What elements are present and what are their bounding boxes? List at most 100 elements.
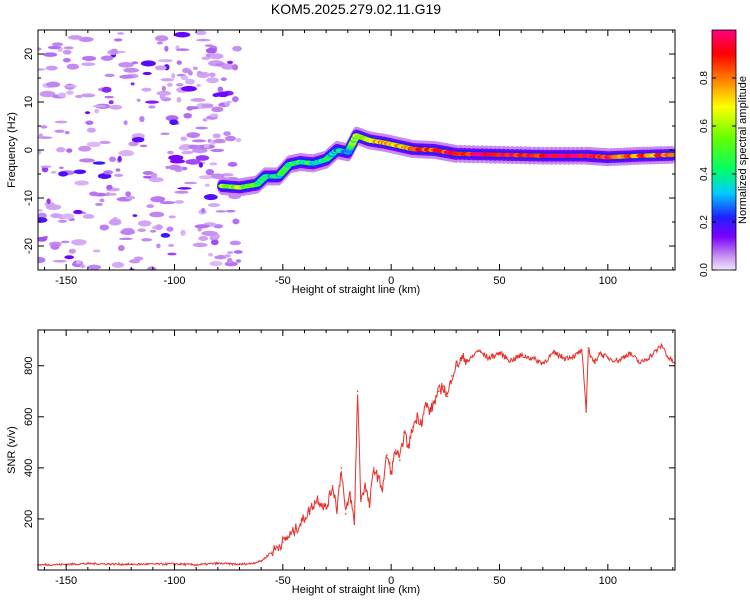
noise-blob [207, 202, 221, 208]
noise-blob [150, 172, 158, 179]
snr-y-tick-label: 600 [23, 408, 35, 426]
snr-point [299, 523, 301, 525]
colorbar-ticks: 0.0 0.2 0.4 0.6 0.8 [699, 71, 736, 277]
noise-blob [52, 260, 68, 263]
noise-blob [38, 47, 42, 51]
noise-blob [58, 166, 64, 170]
noise-blob [131, 61, 139, 65]
snr-point [340, 467, 343, 469]
figure-title: KOM5.2025.279.02.11.G19 [271, 1, 441, 17]
noise-blob [81, 55, 97, 61]
colorbar-tick-label: 0.2 [699, 215, 710, 229]
noise-blob [192, 242, 208, 248]
noise-blob [235, 137, 242, 143]
snr-x-tick-label: 0 [388, 575, 394, 587]
snr-point [581, 349, 583, 352]
noise-blob [204, 183, 211, 187]
snr-point [650, 354, 652, 357]
colorbar-tick-label: 0.8 [699, 71, 710, 85]
snr-point [399, 459, 401, 462]
noise-blob [128, 259, 141, 264]
snr-point [217, 562, 219, 565]
noise-blob [139, 144, 148, 148]
noise-blob [140, 60, 156, 67]
noise-blob [118, 62, 134, 68]
noise-blob [184, 181, 198, 185]
noise-blob [111, 261, 125, 268]
snr-point [594, 362, 596, 364]
noise-blob [145, 100, 160, 104]
snr-panel: -150 -100 -50 0 50 100 200 400 600 800 Height of… [6, 329, 676, 596]
snr-point [552, 352, 555, 354]
noise-blob [209, 261, 223, 267]
snr-point [360, 497, 362, 500]
snr-y-axis: 200 400 600 800 [23, 357, 675, 528]
noise-blob [75, 259, 82, 265]
noise-blob [194, 224, 210, 229]
noise-blob [206, 77, 219, 84]
snr-point [451, 375, 453, 377]
snr-point [407, 446, 410, 449]
noise-blob [232, 64, 239, 71]
noise-blob [117, 245, 125, 252]
noise-blob [114, 173, 124, 177]
ridge-core [667, 152, 675, 158]
snr-point [442, 385, 444, 387]
noise-blob [38, 217, 48, 223]
noise-blob [46, 198, 51, 205]
noise-blob [38, 236, 48, 242]
snr-point [563, 357, 566, 359]
noise-blob [104, 95, 115, 99]
noise-blob [117, 155, 122, 162]
spectrogram-x-tick-label: -150 [55, 275, 77, 287]
noise-blob [130, 82, 135, 86]
noise-blob [88, 191, 99, 197]
noise-blob [38, 256, 46, 264]
noise-blob [66, 148, 73, 153]
noise-blob [171, 73, 176, 79]
noise-blob [106, 184, 113, 190]
spectrogram-x-axis: -150 -100 -50 0 50 100 [44, 30, 674, 287]
noise-blob [185, 159, 201, 165]
noise-blob [154, 35, 169, 42]
snr-point [373, 467, 375, 469]
noise-blob [149, 229, 157, 233]
spectrogram-x-tick-label: 50 [493, 275, 505, 287]
noise-blob [110, 48, 118, 54]
noise-blob [232, 96, 239, 103]
noise-blob [141, 87, 152, 92]
noise-blob [166, 82, 173, 87]
spectrogram-x-tick-label: -100 [163, 275, 185, 287]
noise-blob [212, 133, 221, 139]
noise-blob [201, 103, 214, 109]
noise-blob [216, 91, 229, 98]
snr-frame [37, 329, 676, 571]
snr-point [353, 523, 356, 525]
noise-blob [92, 104, 106, 108]
noise-blob [80, 93, 96, 98]
noise-blob [38, 149, 42, 155]
noise-blob [213, 138, 226, 144]
noise-blob [221, 63, 236, 70]
noise-blob [215, 92, 220, 98]
noise-blob [159, 201, 176, 205]
noise-blob [100, 55, 114, 61]
noise-blob [64, 131, 70, 135]
noise-blob [141, 238, 153, 242]
noise-blob [81, 62, 96, 67]
noise-blob [226, 209, 236, 213]
snr-point [416, 416, 418, 418]
noise-blob [184, 78, 195, 85]
noise-blob [229, 240, 241, 246]
snr-point [628, 352, 631, 354]
spectrogram-x-tick-label: -50 [275, 275, 291, 287]
noise-blob [142, 170, 154, 176]
noise-blob [210, 148, 225, 153]
snr-point [639, 362, 642, 364]
snr-point [344, 513, 347, 515]
noise-blob [220, 77, 227, 81]
noise-blob [68, 248, 76, 254]
spectrogram-signal-ridge [217, 126, 675, 197]
noise-blob [180, 229, 186, 236]
noise-blob [142, 71, 152, 76]
